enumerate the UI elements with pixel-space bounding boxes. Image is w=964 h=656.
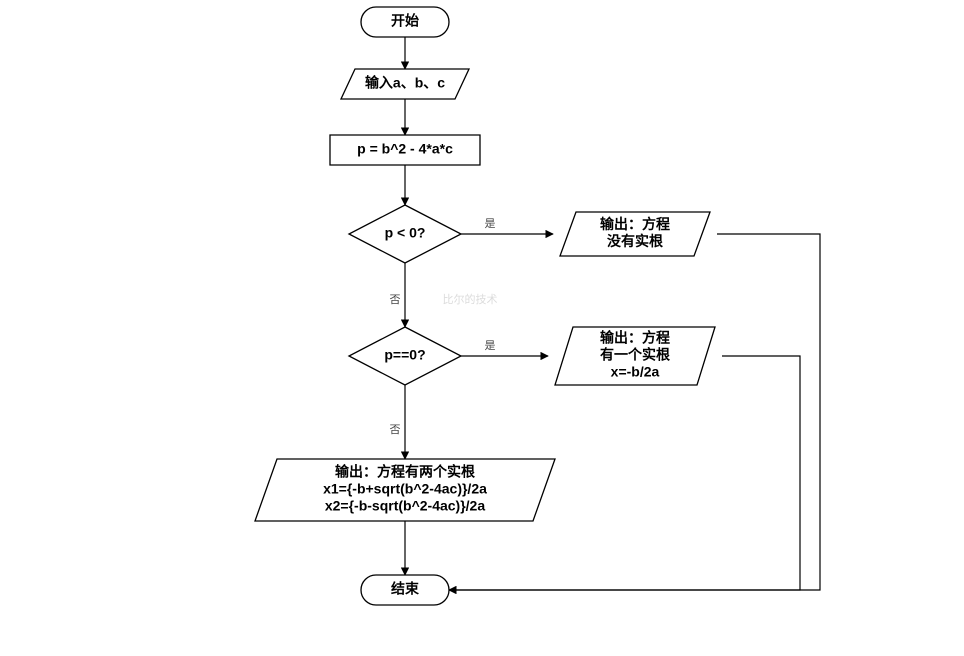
node-out_two: 输出：方程有两个实根x1={-b+sqrt(b^2-4ac)}/2ax2={-b… [255,459,555,521]
node-out_one-line2: x=-b/2a [611,364,660,380]
node-calc_p-line0: p = b^2 - 4*a*c [357,141,453,157]
edge-label-5: 是 [485,339,496,352]
node-out_noreal: 输出：方程没有实根 [560,212,710,256]
node-out_one-line0: 输出：方程 [600,330,670,346]
flowchart-canvas: 开始输入a、b、cp = b^2 - 4*a*cp < 0?输出：方程没有实根p… [0,0,964,656]
node-out_one-line1: 有一个实根 [600,347,671,363]
node-dec_peq0-line0: p==0? [384,347,425,363]
watermark-text: 比尔的技术 [443,292,498,306]
node-dec_plt0-line0: p < 0? [385,225,426,241]
edge-label-6: 否 [390,424,401,436]
node-start: 开始 [361,7,449,37]
node-calc_p: p = b^2 - 4*a*c [330,135,480,165]
node-out_two-line0: 输出：方程有两个实根 [335,464,476,480]
node-input_abc: 输入a、b、c [341,69,469,99]
edge-label-4: 否 [390,294,401,306]
node-dec_plt0: p < 0? [349,205,461,263]
node-out_two-line2: x2={-b-sqrt(b^2-4ac)}/2a [325,498,486,514]
node-out_one: 输出：方程有一个实根x=-b/2a [555,327,715,385]
node-input_abc-line0: 输入a、b、c [365,75,445,91]
node-end-line0: 结束 [391,581,420,597]
node-start-line0: 开始 [391,13,419,29]
edge-out_noreal-end [449,234,820,590]
node-out_two-line1: x1={-b+sqrt(b^2-4ac)}/2a [323,481,487,497]
node-out_noreal-line1: 没有实根 [607,233,664,249]
edge-label-3: 是 [485,217,496,230]
node-dec_peq0: p==0? [349,327,461,385]
node-out_noreal-line0: 输出：方程 [600,216,670,232]
node-end: 结束 [361,575,449,605]
